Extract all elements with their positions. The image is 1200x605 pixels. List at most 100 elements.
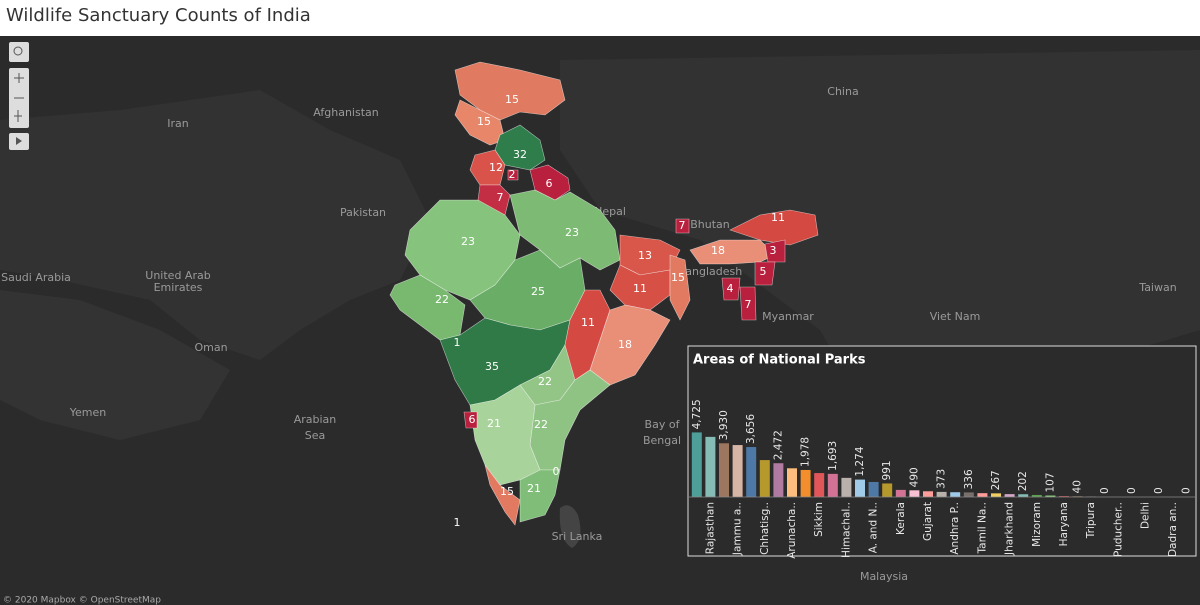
state-count: 5 <box>760 265 767 278</box>
land <box>560 50 1200 440</box>
value-label: 3,656 <box>745 414 757 444</box>
x-tick-label: Dadra an.. <box>1167 502 1179 557</box>
search-button[interactable] <box>9 42 29 62</box>
x-tick-label: Delhi <box>1140 502 1152 529</box>
value-label: 40 <box>1072 480 1084 493</box>
place-label: Sri Lanka <box>552 530 603 543</box>
state-count: 21 <box>527 482 541 495</box>
state-region <box>739 286 757 321</box>
bar <box>963 492 974 497</box>
state-region <box>669 254 691 321</box>
state-count: 7 <box>497 191 504 204</box>
place-label: Yemen <box>69 406 107 419</box>
x-tick-label: Mizoram <box>1031 502 1043 547</box>
state-region <box>454 61 566 121</box>
place-label: Bhutan <box>690 218 730 231</box>
state-region <box>754 261 776 286</box>
place-label: Oman <box>194 341 227 354</box>
value-label: 2,472 <box>772 430 784 460</box>
bar <box>800 469 811 497</box>
state-count: 22 <box>435 293 449 306</box>
x-tick-label: Gujarat <box>922 502 934 541</box>
x-tick-label: Tamil Na.. <box>976 502 988 554</box>
value-label: 0 <box>1126 487 1138 494</box>
state-count: 12 <box>489 161 503 174</box>
value-label: 336 <box>963 469 975 489</box>
map-attribution: © 2020 Mapbox © OpenStreetMap <box>3 596 161 605</box>
state-count: 1 <box>454 336 461 349</box>
x-tick-label: Puducher.. <box>1112 502 1124 557</box>
zoom-icons <box>14 73 24 122</box>
value-label: 202 <box>1017 471 1029 491</box>
x-tick-label: Sikkim <box>813 502 825 537</box>
bar <box>909 490 920 497</box>
place-label: China <box>827 85 858 98</box>
map: Iran Afghanistan Pakistan Saudi Arabia Unite… <box>0 36 1200 605</box>
bar <box>691 432 702 497</box>
bar <box>841 477 852 497</box>
bar <box>732 445 743 497</box>
state-count: 15 <box>500 485 514 498</box>
play-icon <box>16 137 22 145</box>
bar <box>827 473 838 497</box>
dashboard-title: Wildlife Sanctuary Counts of India <box>6 5 311 26</box>
place-label: United Arab <box>145 269 210 282</box>
place-label: Viet Nam <box>930 310 981 323</box>
state-count: 4 <box>727 282 734 295</box>
place-label: Arabian <box>294 413 337 426</box>
bar <box>773 463 784 497</box>
state-count: 11 <box>633 282 647 295</box>
value-label: 3,930 <box>718 410 730 440</box>
state-count: 22 <box>534 418 548 431</box>
place-label: Bangladesh <box>678 265 743 278</box>
state-region <box>463 411 478 429</box>
bar <box>1059 496 1069 497</box>
state-count: 18 <box>711 244 725 257</box>
place-label: Myanmar <box>762 310 814 323</box>
place-label: Saudi Arabia <box>1 271 71 284</box>
state-count: 7 <box>745 298 752 311</box>
state-count: 18 <box>618 338 632 351</box>
chart-title: Areas of National Parks <box>693 353 866 368</box>
place-label: Bay of <box>645 418 681 431</box>
value-label: 107 <box>1044 472 1056 492</box>
value-label: 267 <box>990 470 1002 490</box>
state-region <box>729 209 819 246</box>
bar-chart-panel: Areas of National Parks 4,725 Rajasthan 3,… <box>687 345 1197 559</box>
place-label: Iran <box>167 117 189 130</box>
value-label: 0 <box>1180 487 1192 494</box>
chart-box <box>687 345 1197 557</box>
bar <box>787 468 797 497</box>
x-tick-label: A. and N.. <box>868 502 880 553</box>
state-count: 22 <box>538 375 552 388</box>
state-count: 15 <box>477 115 491 128</box>
land <box>0 90 430 360</box>
bar <box>895 489 906 497</box>
bar <box>855 479 865 497</box>
x-tick-label: Rajasthan <box>704 502 716 554</box>
bar <box>759 460 770 497</box>
state-count: 23 <box>565 226 579 239</box>
bar <box>977 493 988 497</box>
value-label: 0 <box>1099 487 1111 494</box>
value-label: 490 <box>908 467 920 487</box>
header-bg <box>0 0 1200 36</box>
state-count: 3 <box>770 244 777 257</box>
x-tick-label: Tripura <box>1085 502 1097 539</box>
x-tick-label: Jharkhand <box>1004 502 1016 556</box>
state-count: 15 <box>505 93 519 106</box>
state-count: 11 <box>581 316 595 329</box>
state-region <box>519 469 561 523</box>
state-count: 23 <box>461 235 475 248</box>
state-region <box>675 218 690 234</box>
place-label: Emirates <box>154 281 203 294</box>
x-tick-label: Andhra P.. <box>949 502 961 555</box>
state-count: 6 <box>469 413 476 426</box>
bar <box>719 443 729 497</box>
bar <box>1045 495 1056 497</box>
state-count: 1 <box>454 516 461 529</box>
state-count: 11 <box>771 211 785 224</box>
bar <box>923 491 933 497</box>
